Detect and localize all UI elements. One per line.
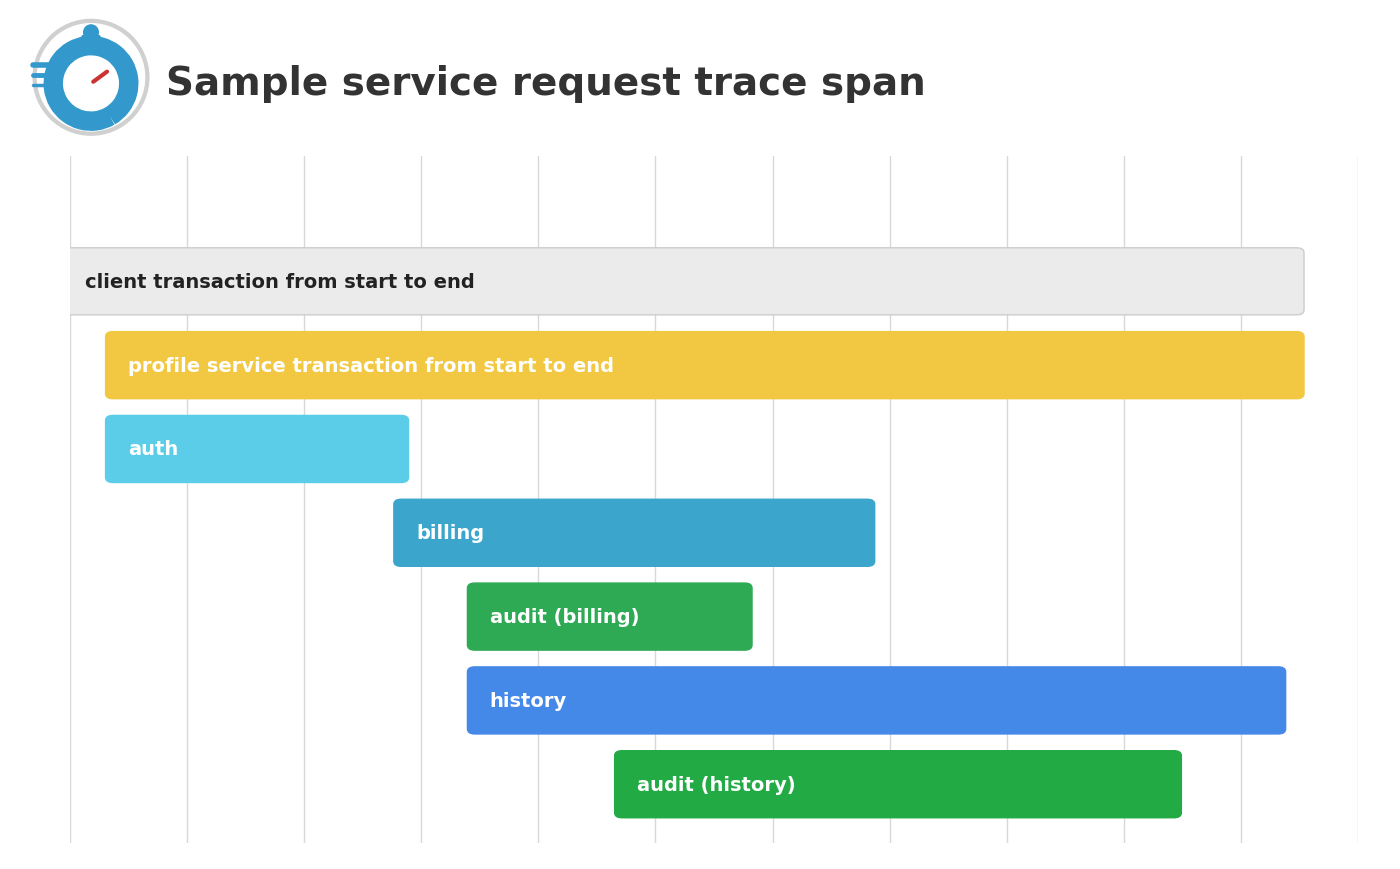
- Text: profile service transaction from start to end: profile service transaction from start t…: [127, 356, 613, 375]
- FancyBboxPatch shape: [105, 332, 1303, 399]
- Text: audit (history): audit (history): [637, 775, 795, 793]
- Text: history: history: [490, 691, 567, 710]
- FancyBboxPatch shape: [81, 36, 101, 50]
- FancyBboxPatch shape: [63, 249, 1303, 315]
- Circle shape: [64, 57, 118, 111]
- FancyBboxPatch shape: [615, 751, 1182, 818]
- Circle shape: [84, 26, 98, 41]
- Text: auth: auth: [127, 440, 178, 459]
- Ellipse shape: [34, 20, 148, 136]
- FancyBboxPatch shape: [105, 416, 409, 483]
- FancyBboxPatch shape: [393, 500, 875, 567]
- Text: client transaction from start to end: client transaction from start to end: [85, 273, 475, 291]
- FancyBboxPatch shape: [468, 583, 752, 650]
- Text: Sample service request trace span: Sample service request trace span: [167, 65, 925, 103]
- Text: billing: billing: [416, 524, 484, 542]
- Text: audit (billing): audit (billing): [490, 607, 638, 627]
- FancyBboxPatch shape: [468, 667, 1285, 734]
- Ellipse shape: [38, 24, 144, 132]
